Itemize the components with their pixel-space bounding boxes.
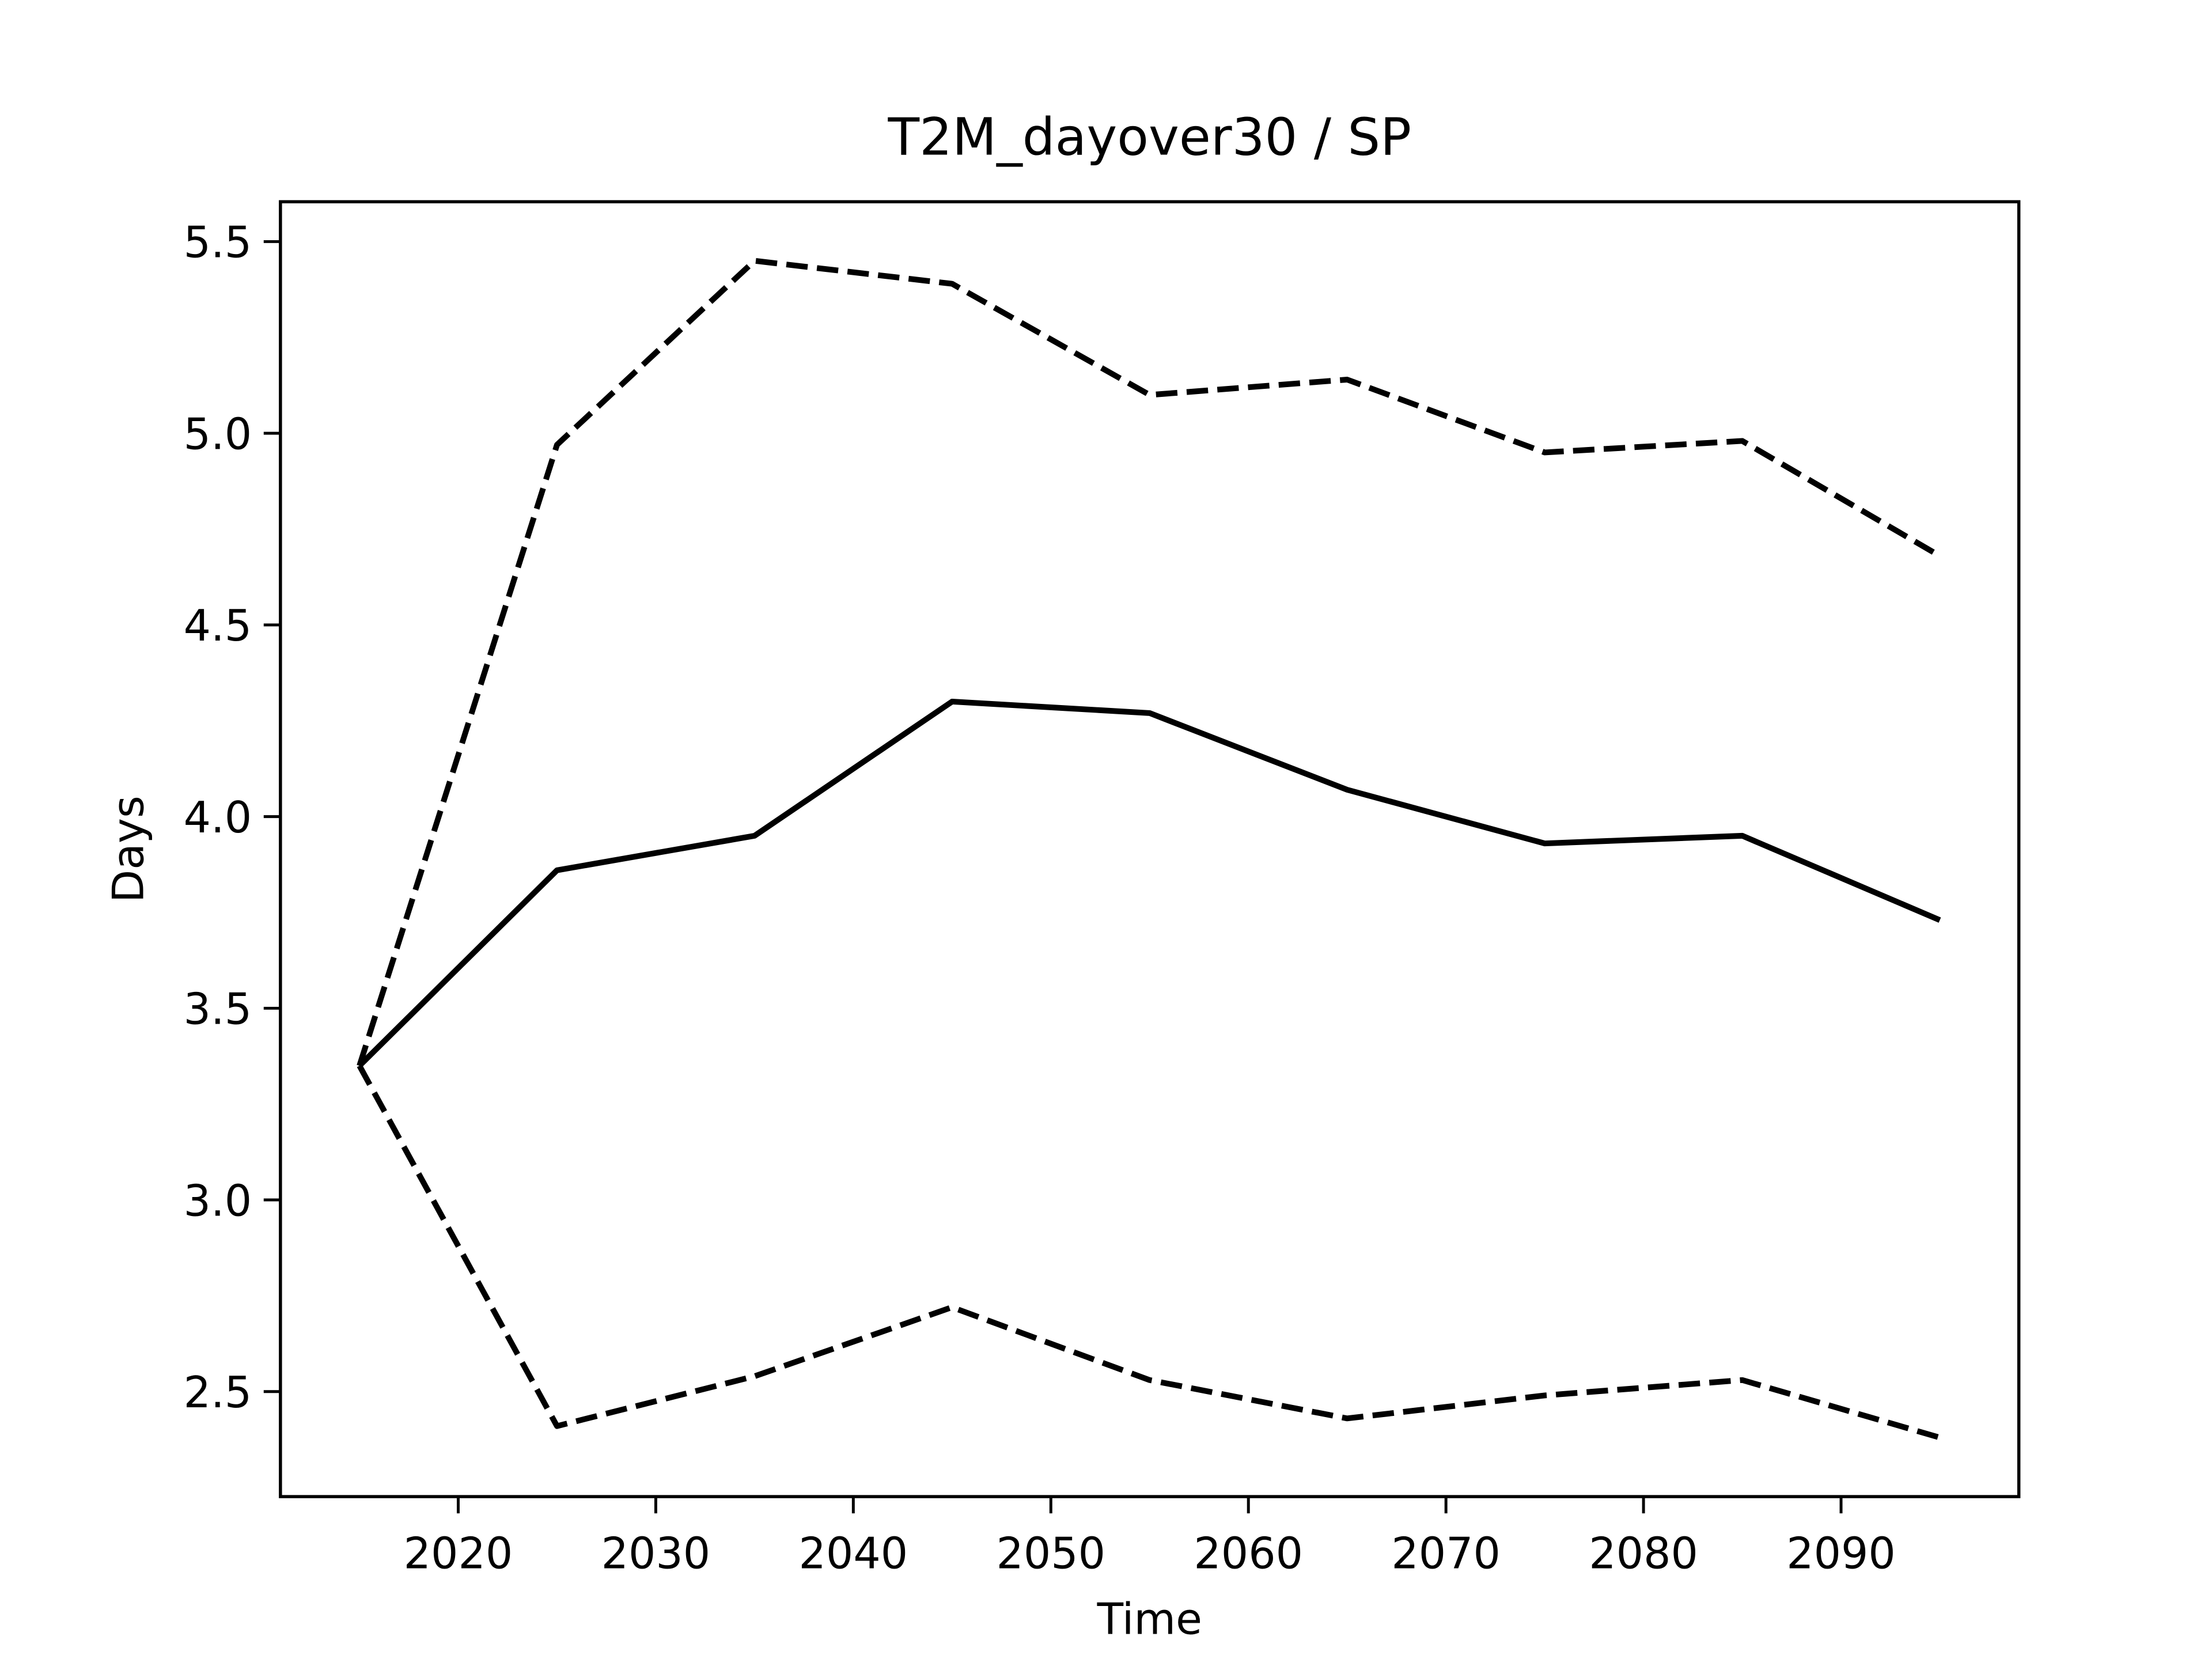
y-tick-label: 2.5: [184, 1368, 252, 1418]
y-tick-label: 5.5: [184, 218, 252, 268]
plot-frame: [279, 200, 2021, 1498]
x-tick-label: 2020: [404, 1528, 513, 1578]
y-tick-label: 3.0: [184, 1176, 252, 1226]
x-axis-label: Time: [1097, 1594, 1202, 1645]
y-axis-label: Days: [103, 796, 153, 903]
chart-title: T2M_dayover30 / SP: [887, 107, 1411, 167]
line-series: [357, 257, 1942, 1067]
x-tick-label: 2050: [996, 1528, 1105, 1578]
x-tick-label: 2060: [1194, 1528, 1303, 1578]
x-tick-label: 2080: [1589, 1528, 1698, 1578]
x-tick-label: 2030: [601, 1528, 711, 1578]
y-tick-label: 3.5: [184, 984, 252, 1035]
y-tick-label: 4.0: [184, 793, 252, 843]
line-series: [357, 698, 1941, 1068]
x-tick-label: 2040: [799, 1528, 908, 1578]
x-tick-label: 2070: [1391, 1528, 1501, 1578]
line-series: [357, 1064, 1941, 1441]
y-tick-label: 4.5: [184, 601, 252, 651]
x-tick-label: 2090: [1786, 1528, 1896, 1578]
y-tick-label: 5.0: [184, 409, 252, 459]
